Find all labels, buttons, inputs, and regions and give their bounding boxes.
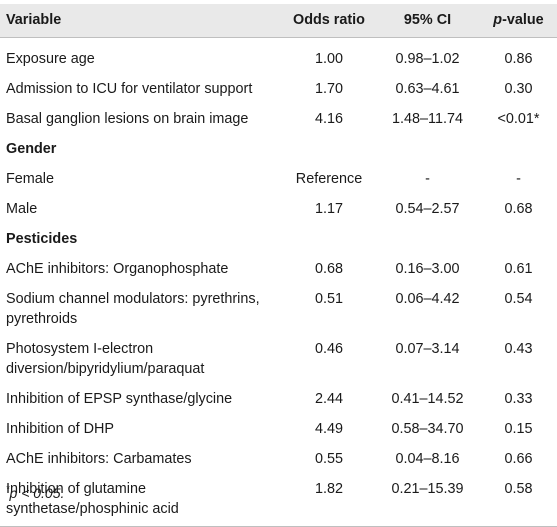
row-variable: Male xyxy=(6,201,38,217)
row-odds-ratio: Reference xyxy=(295,171,363,187)
row-odds-ratio: 1.00 xyxy=(314,51,343,67)
table-row: Inhibition of DHP 4.49 0.58–34.70 0.15 xyxy=(0,414,557,444)
row-pvalue: 0.43 xyxy=(504,341,533,357)
odds-ratio-table: Variable Odds ratio 95% CI p-value Expos… xyxy=(0,4,557,527)
row-ci: 0.21–15.39 xyxy=(375,474,480,527)
row-odds-ratio: 2.44 xyxy=(314,391,343,407)
table-row: Photosystem I-electron diversion/bipyrid… xyxy=(0,334,557,384)
row-odds-ratio: 0.51 xyxy=(314,291,343,307)
table-row: Female Reference - - xyxy=(0,164,557,194)
row-ci: 0.41–14.52 xyxy=(391,391,464,407)
table-row: Exposure age 1.00 0.98–1.02 0.86 xyxy=(0,38,557,75)
row-pvalue: 0.68 xyxy=(504,201,533,217)
row-ci: 0.07–3.14 xyxy=(395,341,460,357)
header-pvalue-rest: -value xyxy=(502,12,544,28)
header-variable: Variable xyxy=(0,4,283,38)
row-pvalue: 0.30 xyxy=(504,81,533,97)
row-ci: 0.54–2.57 xyxy=(395,201,460,217)
row-odds-ratio: 4.49 xyxy=(314,421,343,437)
row-ci: - xyxy=(425,171,430,187)
section-heading-gender: Gender xyxy=(6,141,57,157)
header-pvalue: p-value xyxy=(480,4,557,38)
row-variable: Photosystem I-electron diversion/bipyrid… xyxy=(6,341,205,377)
row-pvalue: 0.33 xyxy=(504,391,533,407)
row-ci: 0.63–4.61 xyxy=(395,81,460,97)
row-variable: Exposure age xyxy=(6,51,95,67)
row-odds-ratio: 0.46 xyxy=(314,341,343,357)
table-footnote: *p < 0.05. xyxy=(6,484,64,501)
table-row: Inhibition of EPSP synthase/glycine 2.44… xyxy=(0,384,557,414)
row-variable: Basal ganglion lesions on brain image xyxy=(6,111,249,127)
row-odds-ratio: 1.17 xyxy=(314,201,343,217)
table-row: Basal ganglion lesions on brain image 4.… xyxy=(0,104,557,134)
table-row: Sodium channel modulators: pyrethrins, p… xyxy=(0,284,557,334)
row-ci: 0.04–8.16 xyxy=(395,451,460,467)
section-row-gender: Gender xyxy=(0,134,557,164)
row-variable: AChE inhibitors: Organophosphate xyxy=(6,261,229,277)
table-row: AChE inhibitors: Carbamates 0.55 0.04–8.… xyxy=(0,444,557,474)
row-pvalue: 0.54 xyxy=(504,291,533,307)
header-odds-ratio: Odds ratio xyxy=(283,4,375,38)
header-ci: 95% CI xyxy=(375,4,480,38)
row-pvalue: 0.61 xyxy=(504,261,533,277)
row-variable: Female xyxy=(6,171,54,187)
table-row: Inhibition of glutamine synthetase/phosp… xyxy=(0,474,557,527)
row-ci: 0.98–1.02 xyxy=(395,51,460,67)
row-pvalue: <0.01* xyxy=(497,111,540,127)
row-ci: 0.16–3.00 xyxy=(395,261,460,277)
table-row: Male 1.17 0.54–2.57 0.68 xyxy=(0,194,557,224)
row-ci: 1.48–11.74 xyxy=(392,111,463,127)
footnote-text: p < 0.05. xyxy=(9,485,65,501)
row-odds-ratio: 1.82 xyxy=(283,474,375,527)
header-row: Variable Odds ratio 95% CI p-value xyxy=(0,4,557,38)
table-row: AChE inhibitors: Organophosphate 0.68 0.… xyxy=(0,254,557,284)
section-heading-pesticides: Pesticides xyxy=(6,231,78,247)
row-variable: Admission to ICU for ventilator support xyxy=(6,81,253,97)
row-variable: Sodium channel modulators: pyrethrins, p… xyxy=(6,291,260,327)
row-odds-ratio: 0.55 xyxy=(314,451,343,467)
row-odds-ratio: 1.70 xyxy=(314,81,343,97)
row-pvalue: 0.86 xyxy=(504,51,533,67)
row-variable: Inhibition of glutamine synthetase/phosp… xyxy=(0,474,283,527)
row-pvalue: 0.58 xyxy=(480,474,557,527)
row-odds-ratio: 0.68 xyxy=(314,261,343,277)
row-variable: Inhibition of EPSP synthase/glycine xyxy=(6,391,233,407)
row-ci: 0.06–4.42 xyxy=(395,291,460,307)
row-odds-ratio: 4.16 xyxy=(314,111,343,127)
header-pvalue-italic: p xyxy=(493,12,503,28)
footnote-mark: * xyxy=(6,484,10,494)
row-ci: 0.58–34.70 xyxy=(391,421,464,437)
row-variable: Inhibition of DHP xyxy=(6,421,114,437)
section-row-pesticides: Pesticides xyxy=(0,224,557,254)
table-row: Admission to ICU for ventilator support … xyxy=(0,74,557,104)
row-pvalue: - xyxy=(516,171,521,187)
row-pvalue: 0.15 xyxy=(504,421,533,437)
row-variable: AChE inhibitors: Carbamates xyxy=(6,451,192,467)
row-pvalue: 0.66 xyxy=(504,451,533,467)
